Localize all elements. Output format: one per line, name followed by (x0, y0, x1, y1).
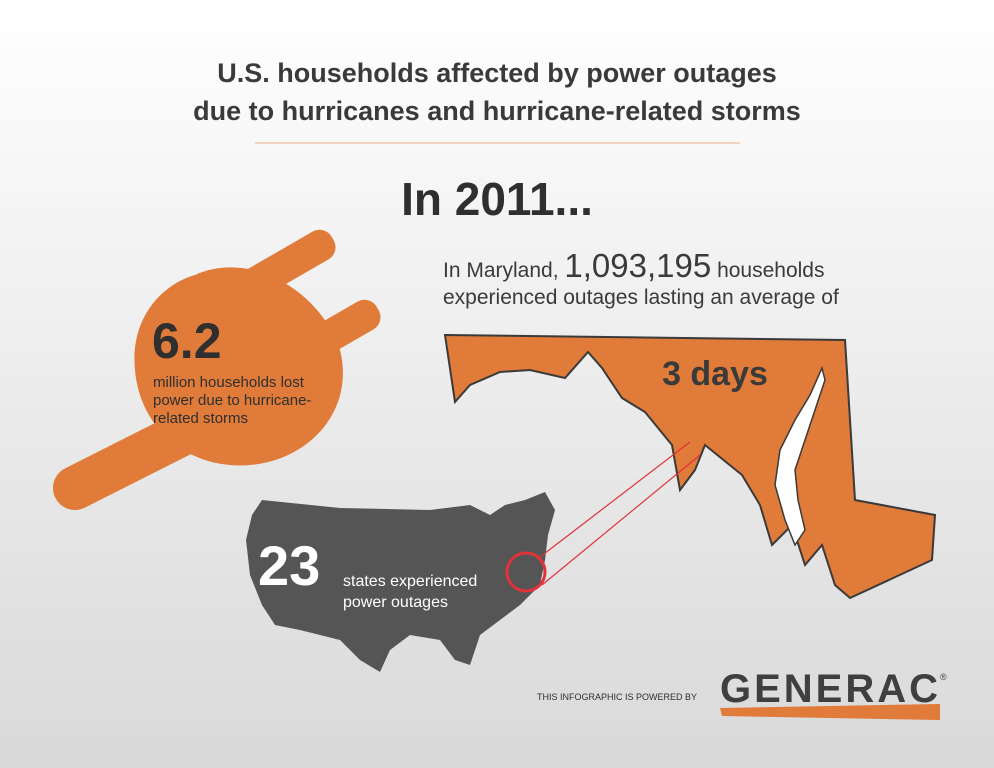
powered-by: THIS INFOGRAPHIC IS POWERED BY (537, 692, 697, 702)
plug-text: million households lost (153, 374, 305, 391)
duration: 3 days (662, 355, 768, 393)
brand-mark: ® (940, 672, 947, 682)
plug-icon (53, 229, 381, 510)
maryland-prefix: In Maryland, (443, 259, 559, 282)
title-line: U.S. households affected by power outage… (217, 58, 777, 88)
headline: In 2011... (401, 173, 593, 225)
maryland-number: 1,093,195 (564, 247, 711, 284)
us-text: power outages (343, 594, 448, 611)
plug-number: 6.2 (152, 313, 222, 369)
brand-swoosh (720, 704, 940, 720)
us-map (246, 492, 555, 672)
connector (541, 454, 701, 586)
chesapeake-bay (774, 365, 826, 547)
connector (539, 441, 691, 558)
plug-text: related storms (153, 410, 248, 427)
maryland-suffix: households (717, 259, 824, 282)
title-line: due to hurricanes and hurricane-related … (193, 96, 801, 126)
maryland-line: In Maryland, 1,093,195 households (443, 247, 824, 284)
brand: GENERAC (720, 667, 938, 711)
plug-text: power due to hurricane- (153, 392, 311, 409)
highlight-circle (505, 551, 547, 593)
maryland-line2: experienced outages lasting an average o… (443, 286, 839, 309)
us-text: states experienced (343, 573, 477, 590)
us-number: 23 (258, 534, 320, 597)
